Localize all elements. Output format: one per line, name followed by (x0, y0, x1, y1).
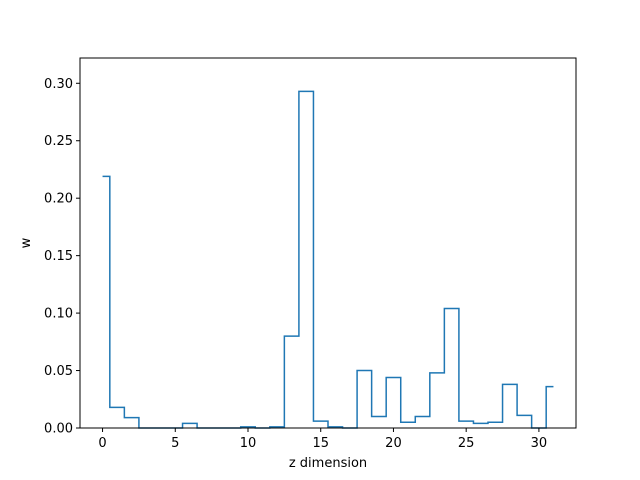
y-tick-label: 0.25 (44, 134, 73, 149)
series-layer (102, 90, 554, 429)
y-tick-label: 0.00 (44, 422, 73, 437)
plot-frame (79, 57, 577, 429)
x-axis-ticks: 0 5 10 15 20 25 30 (98, 428, 547, 451)
y-tick-label: 0.05 (44, 364, 73, 379)
y-tick-label: 0.30 (44, 77, 73, 92)
x-tick-label: 10 (240, 436, 257, 451)
series-step-line (102, 90, 554, 429)
y-tick-label: 0.15 (44, 249, 73, 264)
plot-area (80, 58, 576, 428)
y-tick-label: 0.10 (44, 307, 73, 322)
x-tick-label: 25 (458, 436, 475, 451)
x-tick-label: 0 (98, 436, 106, 451)
y-axis-ticks: 0.00 0.05 0.10 0.15 0.20 0.25 0.30 (44, 77, 80, 437)
x-tick-label: 15 (312, 436, 329, 451)
x-tick-label: 20 (385, 436, 402, 451)
x-tick-label: 30 (531, 436, 548, 451)
y-axis-label: w (19, 237, 34, 248)
x-tick-label: 5 (171, 436, 179, 451)
y-tick-label: 0.20 (44, 192, 73, 207)
x-axis-label: z dimension (289, 456, 367, 471)
